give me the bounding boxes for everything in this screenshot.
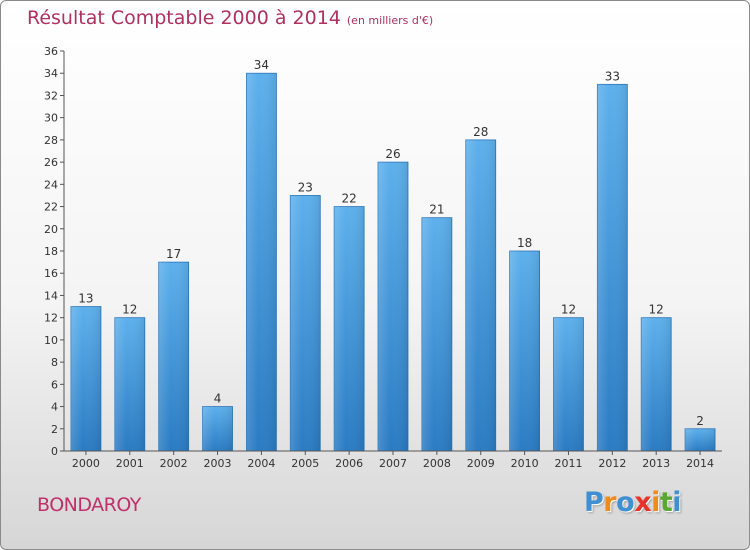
y-tick-label: 14 (44, 289, 58, 302)
x-tick-label: 2008 (423, 457, 451, 470)
logo-letter: o (616, 487, 635, 518)
chart-subtitle: (en milliers d'€) (346, 14, 434, 27)
bar-highlight (421, 217, 452, 451)
x-tick-label: 2000 (72, 457, 100, 470)
y-tick-label: 2 (51, 423, 58, 436)
bar-highlight (553, 317, 584, 451)
chart-title: Résultat Comptable 2000 à 2014 (27, 7, 341, 29)
x-tick-label: 2007 (379, 457, 407, 470)
bar-value-label: 28 (473, 125, 488, 139)
bar-value-label: 21 (429, 203, 444, 217)
y-tick-label: 30 (44, 112, 58, 125)
y-tick-label: 16 (44, 267, 58, 280)
bar-value-label: 13 (78, 292, 93, 306)
bar-value-label: 26 (385, 147, 400, 161)
bar-value-label: 12 (122, 303, 137, 317)
logo-letter: i (651, 487, 660, 518)
bar-highlight (509, 251, 540, 451)
bar-value-label: 33 (605, 69, 620, 83)
y-tick-label: 28 (44, 134, 58, 147)
logo-letter: i (672, 487, 682, 518)
bar-highlight (290, 195, 321, 451)
bar-highlight (685, 428, 716, 451)
bar-value-label: 34 (254, 58, 269, 72)
logo-letter: t (659, 487, 673, 518)
y-tick-label: 32 (44, 89, 58, 102)
x-tick-label: 2001 (116, 457, 144, 470)
x-tick-label: 2005 (291, 457, 319, 470)
logo-letter: r (603, 487, 617, 518)
y-tick-label: 20 (44, 223, 58, 236)
y-tick-label: 10 (44, 334, 58, 347)
bar-highlight (158, 262, 189, 451)
bar-value-label: 17 (166, 247, 181, 261)
commune-name: BONDAROY (37, 494, 141, 516)
bar-value-label: 12 (561, 303, 576, 317)
y-tick-label: 0 (51, 445, 58, 458)
y-tick-label: 24 (44, 178, 58, 191)
x-tick-label: 2013 (642, 457, 670, 470)
y-tick-label: 6 (51, 378, 58, 391)
x-tick-label: 2006 (335, 457, 363, 470)
x-tick-label: 2010 (511, 457, 539, 470)
y-tick-label: 26 (44, 156, 58, 169)
x-axis: 2000 2001 2002 2003 2004 2005 2006 2007 2008 2009… (64, 450, 722, 470)
bar-highlight (641, 317, 672, 451)
y-tick-label: 36 (44, 45, 58, 58)
x-tick-label: 2011 (554, 457, 582, 470)
x-tick-label: 2012 (598, 457, 626, 470)
bar-highlight (334, 206, 365, 451)
x-tick-label: 2004 (247, 457, 275, 470)
y-tick-label: 8 (51, 356, 58, 369)
bar-highlight (246, 73, 277, 451)
logo-letter: x (634, 487, 652, 518)
chart-title-block: Résultat Comptable 2000 à 2014 (en millie… (27, 7, 433, 29)
y-tick-label: 4 (51, 401, 58, 414)
bar-highlight (597, 84, 628, 451)
x-tick-label: 2003 (204, 457, 232, 470)
bar-value-label: 2 (696, 414, 704, 428)
bar-value-label: 22 (341, 192, 356, 206)
bar-highlight (378, 162, 408, 451)
logo-letter: P (584, 487, 604, 518)
y-tick-label: 18 (44, 245, 58, 258)
x-tick-label: 2014 (686, 457, 714, 470)
y-tick-label: 22 (44, 201, 58, 214)
bar-highlight (202, 406, 233, 451)
bars: 13 12 17 4 34 23 22 26 21 28 18 12 33 12 2 (70, 58, 716, 452)
proxiti-logo: Proxiti (584, 487, 682, 518)
x-tick-label: 2009 (467, 457, 495, 470)
bar-value-label: 12 (649, 303, 664, 317)
bar-highlight (114, 317, 145, 451)
bar-highlight (465, 139, 496, 451)
bar-highlight (70, 306, 101, 451)
x-tick-label: 2002 (160, 457, 188, 470)
bar-value-label: 4 (214, 392, 222, 406)
y-tick-label: 12 (44, 312, 58, 325)
bar-value-label: 18 (517, 236, 532, 250)
y-tick-label: 34 (44, 67, 58, 80)
bar-value-label: 23 (298, 180, 313, 194)
